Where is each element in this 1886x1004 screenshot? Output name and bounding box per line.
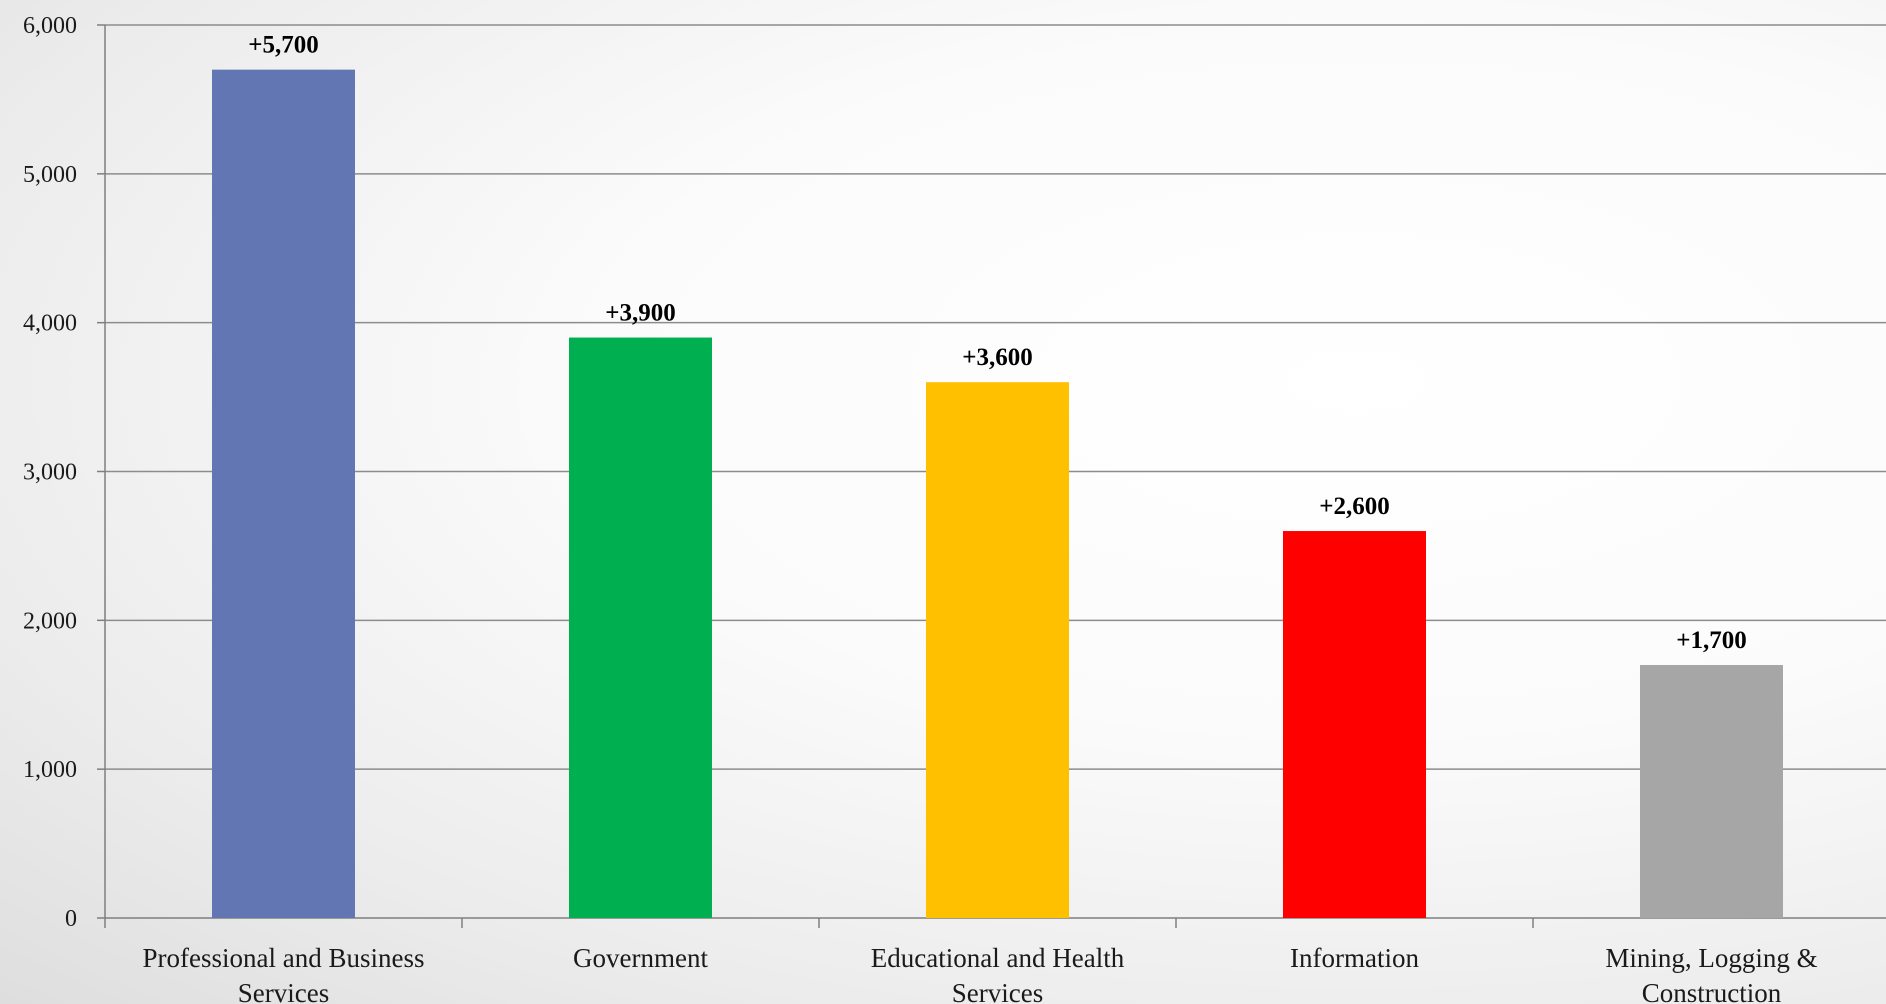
bar-data-label: +1,700 xyxy=(1676,627,1747,654)
y-tick-label: 5,000 xyxy=(23,162,77,188)
bar-data-label: +3,900 xyxy=(605,300,676,327)
bar xyxy=(1283,531,1426,918)
bar xyxy=(212,69,355,918)
y-axis-tick-labels: 0 1,000 2,000 3,000 4,000 5,000 6,000 xyxy=(23,13,77,932)
bar-data-label: +2,600 xyxy=(1319,493,1390,520)
y-tick-label: 1,000 xyxy=(23,757,77,783)
bar xyxy=(926,382,1069,918)
bar-data-label: +3,600 xyxy=(962,344,1033,371)
y-tick-label: 6,000 xyxy=(23,13,77,39)
y-tick-label: 0 xyxy=(65,906,77,932)
x-category-label: Government xyxy=(573,943,708,973)
y-tick-label: 2,000 xyxy=(23,608,77,634)
data-labels: +5,700 +3,900 +3,600 +2,600 +1,700 xyxy=(248,32,1747,654)
x-category-label: Services xyxy=(238,978,329,1004)
bars xyxy=(212,69,1783,918)
x-category-label: Services xyxy=(952,978,1043,1004)
x-category-label: Professional and Business xyxy=(143,943,425,973)
bar xyxy=(569,337,712,918)
x-category-label: Mining, Logging & xyxy=(1605,943,1817,973)
x-axis-category-labels: Professional and Business Services Governm… xyxy=(143,943,1818,1004)
bar-data-label: +5,700 xyxy=(248,32,319,59)
x-category-label: Information xyxy=(1290,943,1419,973)
y-tick-label: 4,000 xyxy=(23,311,77,337)
x-category-label: Construction xyxy=(1642,978,1782,1004)
bar xyxy=(1640,664,1783,918)
y-tick-label: 3,000 xyxy=(23,460,77,486)
x-category-label: Educational and Health xyxy=(871,943,1125,973)
